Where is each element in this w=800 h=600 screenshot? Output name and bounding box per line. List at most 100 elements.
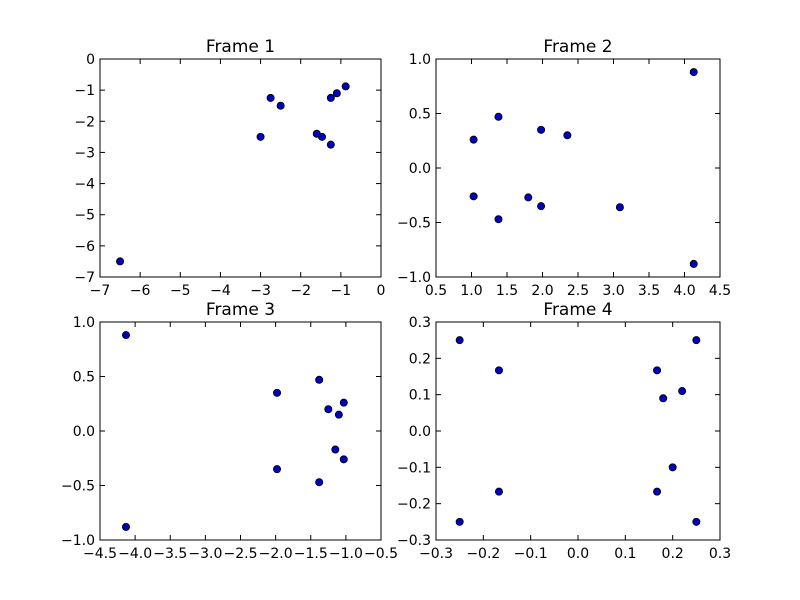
x-tick-label: −0.3 (419, 546, 453, 562)
subplot-3: Frame 3−4.5 −4.0 −3.5 −3.0 −2.5 −2.0 −1.5 −1.0−… (61, 300, 398, 562)
scatter-point (469, 135, 478, 144)
x-tick-label: 3.0 (602, 283, 624, 299)
x-tick-label: −2.5 (224, 546, 258, 562)
y-tick-label: −1 (74, 83, 95, 99)
subplot-title: Frame 3 (206, 300, 275, 320)
y-tick-label: 1.0 (409, 52, 431, 68)
y-tick-label: 0.5 (409, 107, 431, 123)
x-tick-label: 1.0 (460, 283, 482, 299)
y-tick-label: 0.0 (73, 424, 95, 440)
scatter-point (121, 331, 130, 340)
y-tick-label: −3 (74, 145, 95, 161)
x-tick-label: −6 (130, 283, 151, 299)
scatter-point (331, 445, 340, 454)
scatter-point (455, 517, 464, 526)
scatter-point (326, 140, 335, 149)
subplot-1: Frame 1 −7 −6 −5 −4 −3 −2 −1 0 0 −1 −2 −3 −4 −5 −6 −7 (74, 37, 385, 299)
subplot-2: Frame 2 0.5 1.0 1.5 2.0 2.5 3.0 3.5 4.0 4.5 1.0 0.5… (397, 37, 731, 299)
x-tick-label: −1.0 (329, 546, 363, 562)
scatter-point (615, 203, 624, 212)
scatter-point (659, 394, 668, 403)
y-tick-label: 0.5 (73, 370, 95, 386)
x-tick-label: −0.2 (466, 546, 500, 562)
scatter-point (273, 465, 282, 474)
y-tick-label: −0.5 (397, 216, 431, 232)
x-tick-label: −3.5 (153, 546, 187, 562)
y-tick-label: 0.0 (409, 424, 431, 440)
scatter-point (339, 455, 348, 464)
axes-frame (99, 321, 382, 541)
y-tick-label: 0 (86, 52, 95, 68)
x-tick-label: 2.0 (531, 283, 553, 299)
scatter-point (315, 375, 324, 384)
y-tick-label: −0.5 (61, 479, 95, 495)
x-tick-label: 0.1 (614, 546, 636, 562)
y-tick-label: 0.3 (409, 315, 431, 331)
x-tick-label: 3.5 (638, 283, 660, 299)
scatter-point (494, 487, 503, 496)
x-tick-label: 0.0 (567, 546, 589, 562)
x-tick-label: −3 (250, 283, 271, 299)
x-tick-label: −2 (290, 283, 311, 299)
x-tick-label: 4.0 (673, 283, 695, 299)
scatter-point (266, 93, 275, 102)
scatter-point (689, 259, 698, 268)
scatter-point (668, 463, 677, 472)
x-tick-label: −1.5 (294, 546, 328, 562)
scatter-point (494, 215, 503, 224)
scatter-point (116, 257, 125, 266)
y-tick-label: 0.2 (409, 351, 431, 367)
scatter-point (273, 388, 282, 397)
scatter-point (494, 112, 503, 121)
x-tick-label: −0.1 (514, 546, 548, 562)
subplot-4: Frame 4 −0.3 −0.2 −0.1 0.0 0.1 0.2 0.3 0.3 0.2 0.1… (397, 300, 731, 562)
y-tick-label: −4 (74, 177, 95, 193)
y-tick-label: −7 (74, 270, 95, 286)
x-tick-label: −0.5 (364, 546, 398, 562)
scatter-point (334, 410, 343, 419)
scatter-point (692, 517, 701, 526)
y-tick-label: 0.1 (409, 388, 431, 404)
axes-frame (435, 58, 721, 278)
x-tick-label: 1.5 (496, 283, 518, 299)
x-tick-label: −3.0 (188, 546, 222, 562)
x-tick-label: −4.5 (83, 546, 117, 562)
scatter-point (494, 366, 503, 375)
scatter-point (315, 478, 324, 487)
y-tick-label: −6 (74, 239, 95, 255)
y-tick-label: 0.0 (409, 161, 431, 177)
y-tick-label: −5 (74, 208, 95, 224)
scatter-point (276, 101, 285, 110)
scatter-point (524, 193, 533, 202)
x-tick-label: −5 (170, 283, 191, 299)
y-tick-label: −2 (74, 114, 95, 130)
y-tick-label: −0.1 (397, 460, 431, 476)
x-tick-label: 4.5 (709, 283, 731, 299)
scatter-point (537, 202, 546, 211)
scatter-point (678, 387, 687, 396)
x-tick-label: 2.5 (567, 283, 589, 299)
y-tick-label: −1.0 (61, 533, 95, 549)
scatter-point (692, 336, 701, 345)
scatter-point (324, 405, 333, 414)
x-tick-label: −1 (331, 283, 352, 299)
x-tick-label: −7 (90, 283, 111, 299)
scatter-point (317, 132, 326, 141)
scatter-point (121, 522, 130, 531)
y-tick-label: −1.0 (397, 270, 431, 286)
scatter-point (689, 68, 698, 77)
scatter-point (653, 366, 662, 375)
x-tick-label: −4.0 (118, 546, 152, 562)
scatter-point (563, 131, 572, 140)
scatter-point (455, 336, 464, 345)
x-tick-label: −2.0 (259, 546, 293, 562)
scatter-point (256, 132, 265, 141)
x-tick-label: 0.3 (709, 546, 731, 562)
axes-frame (435, 321, 721, 541)
subplot-title: Frame 2 (543, 37, 612, 57)
scatter-point (332, 89, 341, 98)
subplot-title: Frame 4 (543, 300, 612, 320)
scatter-point (339, 398, 348, 407)
x-tick-label: 0.5 (425, 283, 447, 299)
